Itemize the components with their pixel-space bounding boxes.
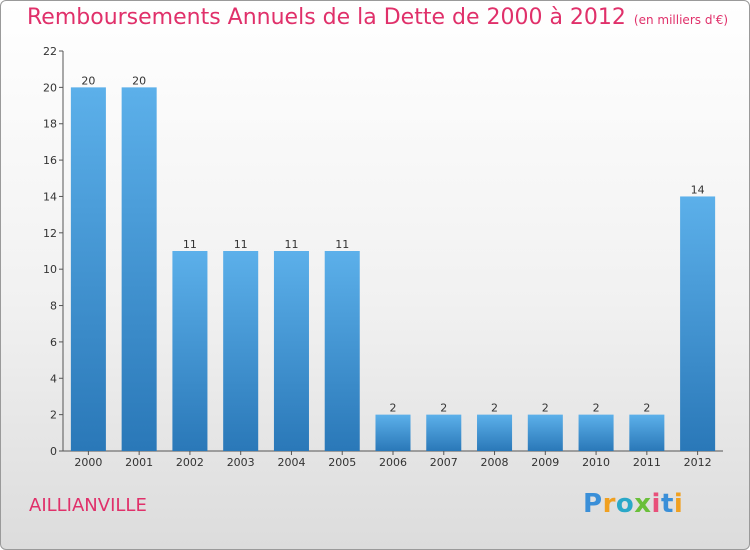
y-tick-label: 0: [50, 445, 57, 458]
y-tick-label: 22: [43, 45, 57, 58]
x-tick-label-2007: 2007: [430, 456, 458, 469]
y-tick-label: 10: [43, 263, 57, 276]
bar-2001: [121, 87, 157, 451]
bar-2010: [578, 414, 614, 451]
labels: 2000 20 2001 20 2002 11 2003 11 2004 11 2005 11 2006…: [74, 74, 711, 469]
data-label-2011: 2: [643, 402, 650, 415]
chart-title-text: Remboursements Annuels de la Dette de 20…: [27, 5, 626, 30]
data-label-2004: 11: [284, 238, 298, 251]
data-label-2002: 11: [183, 238, 197, 251]
x-tick-label-2001: 2001: [125, 456, 153, 469]
bar-2002: [172, 251, 208, 451]
data-label-2007: 2: [440, 402, 447, 415]
data-label-2010: 2: [593, 402, 600, 415]
bar-2000: [70, 87, 106, 451]
bar-2009: [527, 414, 563, 451]
x-tick-label-2012: 2012: [684, 456, 712, 469]
data-label-2009: 2: [542, 402, 549, 415]
bar-2012: [680, 196, 716, 451]
bar-2003: [223, 251, 259, 451]
bar-2004: [273, 251, 309, 451]
y-tick-label: 4: [50, 372, 57, 385]
x-tick-label-2005: 2005: [328, 456, 356, 469]
chart-unit: (en milliers d'€): [633, 13, 729, 27]
x-tick-label-2009: 2009: [531, 456, 559, 469]
y-tick-label: 2: [50, 409, 57, 422]
bar-2011: [629, 414, 665, 451]
data-label-2000: 20: [81, 74, 95, 87]
x-tick-label-2010: 2010: [582, 456, 610, 469]
x-tick-label-2006: 2006: [379, 456, 407, 469]
y-tick-label: 12: [43, 227, 57, 240]
y-tick-label: 6: [50, 336, 57, 349]
bar-2005: [324, 251, 360, 451]
data-label-2001: 20: [132, 74, 146, 87]
proxiti-logo[interactable]: Proxiti: [583, 489, 684, 519]
y-tick-label: 18: [43, 118, 57, 131]
data-label-2012: 14: [691, 183, 705, 196]
data-label-2005: 11: [335, 238, 349, 251]
data-label-2006: 2: [390, 402, 397, 415]
x-tick-label-2004: 2004: [277, 456, 305, 469]
y-tick-label: 16: [43, 154, 57, 167]
y-tick-label: 14: [43, 190, 57, 203]
y-tick-label: 20: [43, 81, 57, 94]
data-label-2008: 2: [491, 402, 498, 415]
bar-2008: [477, 414, 513, 451]
x-tick-label-2002: 2002: [176, 456, 204, 469]
chart-title: Remboursements Annuels de la Dette de 20…: [27, 5, 728, 30]
bar-2006: [375, 414, 411, 451]
x-tick-label-2011: 2011: [633, 456, 661, 469]
data-label-2003: 11: [234, 238, 248, 251]
y-tick-label: 8: [50, 300, 57, 313]
bar-2007: [426, 414, 462, 451]
x-tick-label-2008: 2008: [481, 456, 509, 469]
x-tick-label-2003: 2003: [227, 456, 255, 469]
x-tick-label-2000: 2000: [74, 456, 102, 469]
bars: [70, 87, 716, 451]
commune-name: AILLIANVILLE: [29, 495, 147, 516]
